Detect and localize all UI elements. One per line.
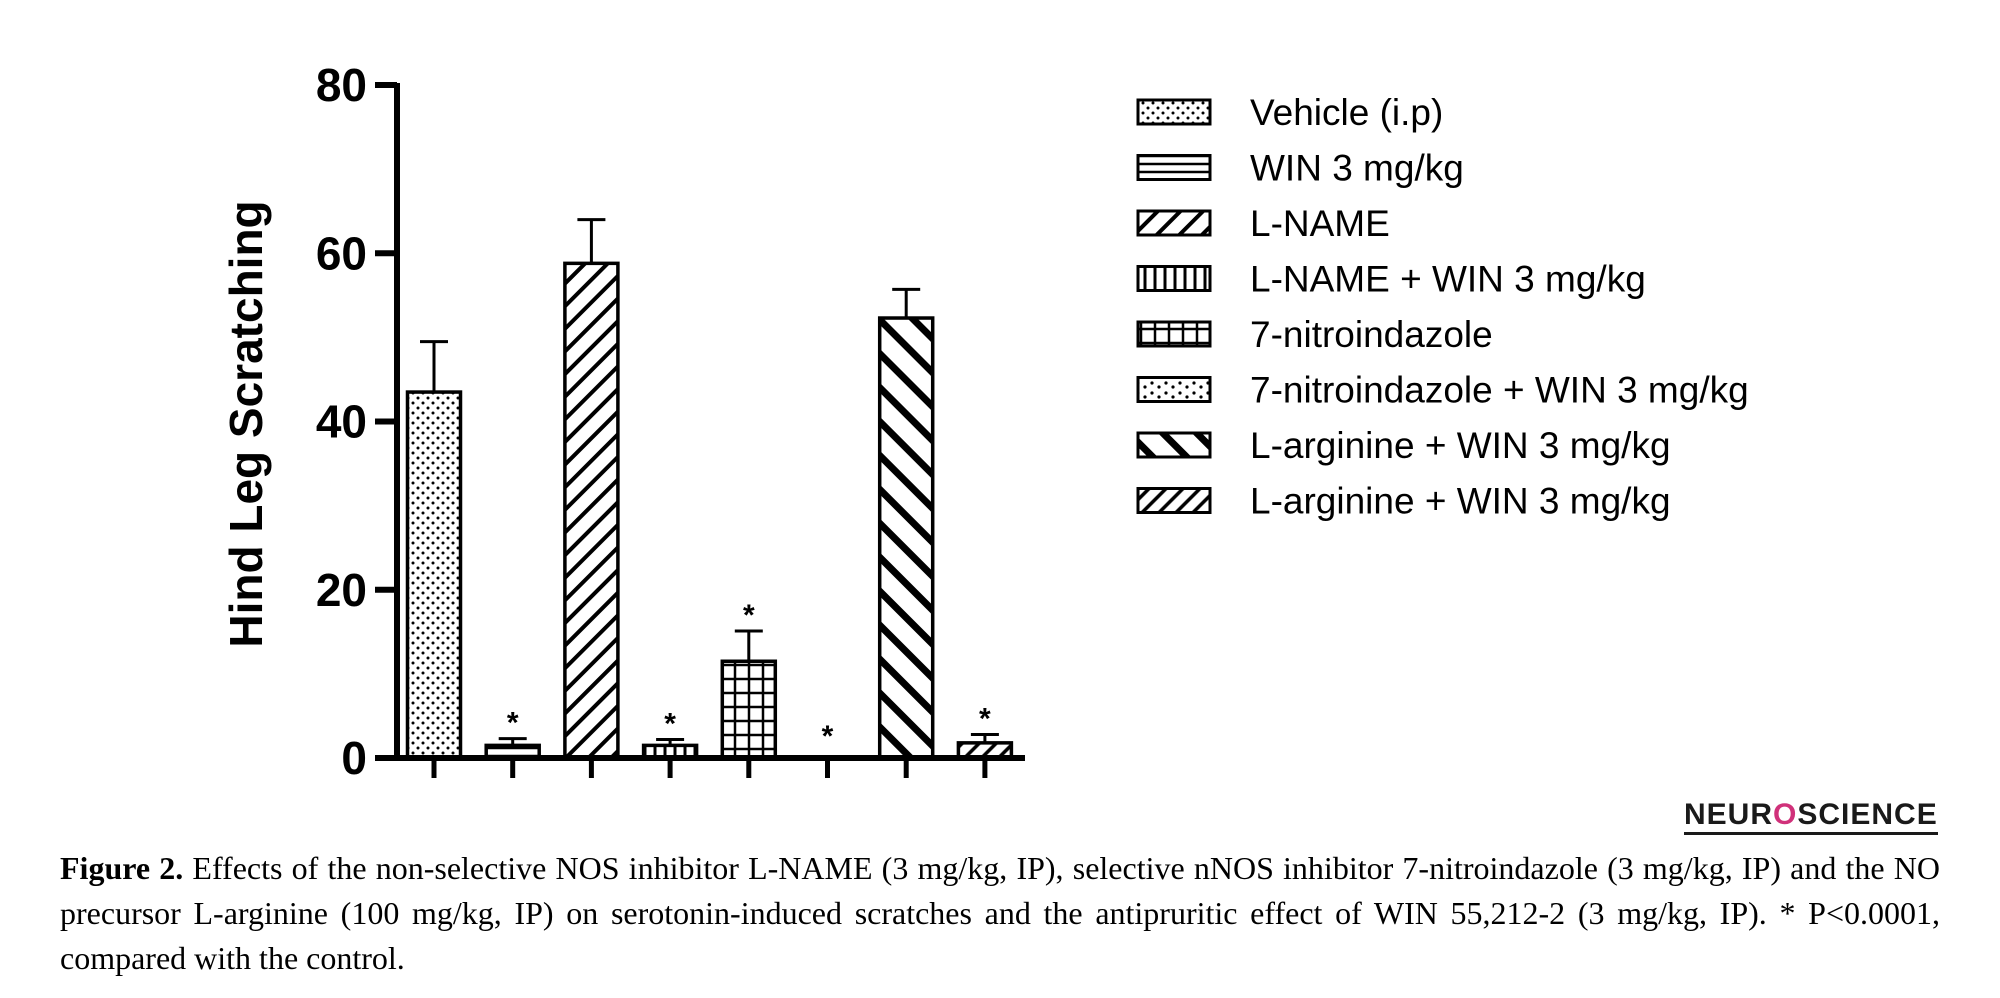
logo-text-right: SCIENCE (1797, 798, 1938, 831)
significance-star: * (664, 707, 676, 740)
y-tick-label: 80 (316, 59, 367, 111)
significance-star: * (743, 599, 755, 632)
legend-label: L-NAME (1250, 203, 1390, 244)
y-axis-ticks: 0 20 40 60 80 (316, 59, 397, 784)
legend-label: 7-nitroindazole (1250, 314, 1493, 355)
legend-swatch (1136, 376, 1212, 403)
legend-swatch (1136, 98, 1212, 126)
bar (405, 390, 463, 760)
y-tick-label: 20 (316, 564, 367, 616)
logo-mark: O (1773, 798, 1798, 831)
bars-group: * * * * * (405, 218, 1014, 760)
neuroscience-logo: NEUROSCIENCE (1684, 798, 1938, 835)
legend-label: WIN 3 mg/kg (1250, 148, 1464, 189)
significance-star: * (507, 707, 519, 740)
bar (563, 261, 620, 760)
legend-swatch (1136, 265, 1212, 292)
legend-label: L-arginine + WIN 3 mg/kg (1250, 481, 1671, 522)
y-tick-label: 60 (316, 227, 367, 279)
bar (720, 659, 778, 760)
significance-star: * (822, 720, 834, 753)
y-tick-label: 40 (316, 396, 367, 448)
significance-star: * (979, 702, 991, 735)
figure-label: Figure 2. (60, 850, 184, 886)
y-axis-label: Hind Leg Scratching (220, 200, 272, 647)
figure-caption: Figure 2. Effects of the non-selective N… (60, 846, 1940, 981)
legend-swatch (1136, 431, 1212, 459)
legend-swatch (1136, 209, 1212, 237)
legend-swatch (1136, 320, 1212, 348)
legend-label: 7-nitroindazole + WIN 3 mg/kg (1250, 370, 1749, 411)
bar (877, 316, 935, 760)
legend-label: Vehicle (i.p) (1250, 92, 1443, 133)
y-tick-label: 0 (341, 732, 367, 784)
legend: Vehicle (i.p) WIN 3 mg/kg L-NAME L-NAME + W… (1136, 92, 1749, 522)
logo-text-left: NEUR (1684, 798, 1774, 831)
legend-label: L-arginine + WIN 3 mg/kg (1250, 425, 1671, 466)
bar-chart: Hind Leg Scratching 0 20 40 60 80 * * * * * Vehi… (220, 59, 1749, 784)
x-axis-ticks (431, 758, 988, 778)
caption-text: Effects of the non-selective NOS inhibit… (60, 850, 1941, 976)
legend-swatch (1136, 487, 1212, 514)
legend-swatch (1136, 154, 1212, 181)
legend-label: L-NAME + WIN 3 mg/kg (1250, 259, 1646, 300)
